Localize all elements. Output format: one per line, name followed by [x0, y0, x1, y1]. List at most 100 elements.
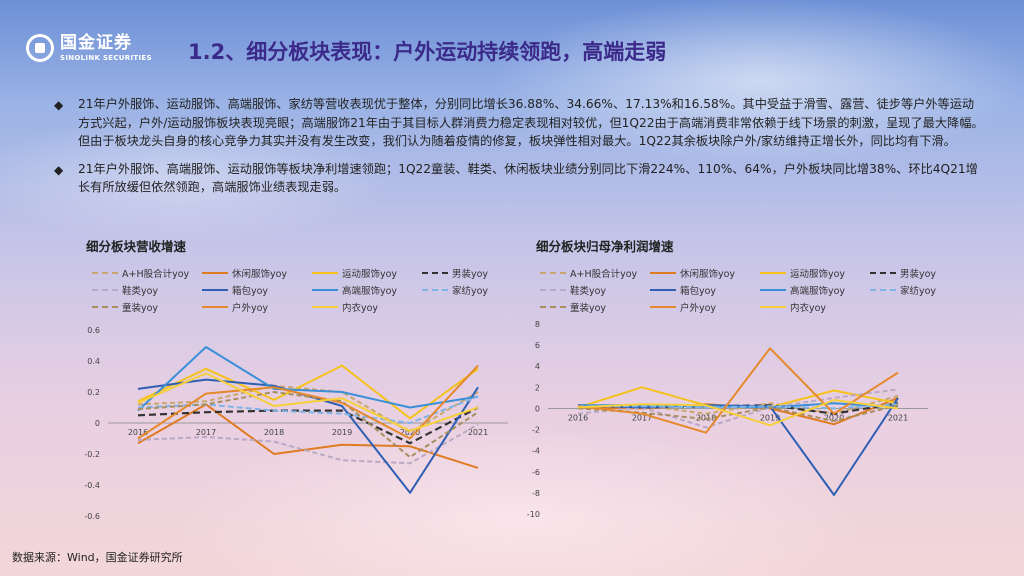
bullet-item: ◆ 21年户外服饰、高端服饰、运动服饰等板块净利增速领跑；1Q22童装、鞋类、休…: [54, 160, 984, 197]
x-tick-label: 2019: [760, 413, 780, 422]
legend-swatch: [650, 272, 676, 274]
series-line: [577, 404, 899, 423]
logo-en-text: SINOLINK SECURITIES: [60, 53, 152, 62]
series-line: [137, 406, 479, 445]
legend-item: 鞋类yoy: [540, 283, 650, 297]
y-tick-label: 0.2: [87, 388, 100, 397]
legend-swatch: [202, 289, 228, 291]
y-tick-label: -0.4: [84, 481, 100, 490]
legend-swatch: [92, 289, 118, 291]
company-logo: 国金证券 SINOLINK SECURITIES: [26, 34, 152, 62]
legend-item: 男装yoy: [422, 266, 532, 280]
y-tick-label: 6: [535, 341, 540, 350]
series-line: [577, 399, 899, 427]
series-line: [137, 346, 479, 412]
legend-swatch: [202, 272, 228, 274]
legend-item: 家纺yoy: [870, 283, 980, 297]
legend-label: 运动服饰yoy: [790, 269, 846, 280]
legend-swatch: [422, 272, 448, 274]
chart-legend-profit: A+H股合计yoy 休闲服饰yoy 运动服饰yoy 男装yoy 鞋类yoy 箱包yoy 高端…: [540, 266, 980, 314]
y-tick-label: 4: [535, 362, 540, 371]
legend-item: 高端服饰yoy: [312, 283, 422, 297]
bullet-list: ◆ 21年户外服饰、运动服饰、高端服饰、家纺等营收表现优于整体，分别同比增长36…: [54, 95, 984, 206]
legend-label: 家纺yoy: [452, 286, 489, 297]
legend-label: 箱包yoy: [232, 286, 269, 297]
series-line: [137, 391, 479, 459]
diamond-bullet-icon: ◆: [54, 162, 64, 177]
legend-item: 内衣yoy: [760, 300, 870, 314]
legend-label: 户外yoy: [680, 303, 717, 314]
legend-item: 休闲服饰yoy: [202, 266, 312, 280]
y-tick-label: -0.2: [84, 450, 100, 459]
y-tick-label: 0: [535, 404, 540, 413]
x-tick-label: 2021: [468, 428, 488, 437]
y-tick-label: -8: [532, 489, 540, 498]
legend-label: 休闲服饰yoy: [680, 269, 736, 280]
legend-item: 鞋类yoy: [92, 283, 202, 297]
legend-swatch: [422, 289, 448, 291]
legend-label: 男装yoy: [452, 269, 489, 280]
legend-swatch: [312, 289, 338, 291]
legend-item: A+H股合计yoy: [540, 266, 650, 280]
logo-cn-text: 国金证券: [60, 32, 132, 53]
x-tick-label: 2019: [332, 428, 352, 437]
y-tick-label: 0.6: [87, 326, 100, 335]
series-line: [137, 364, 479, 420]
legend-label: 男装yoy: [900, 269, 937, 280]
legend-item: 休闲服饰yoy: [650, 266, 760, 280]
y-tick-label: 8: [535, 320, 540, 329]
bullet-text: 21年户外服饰、高端服饰、运动服饰等板块净利增速领跑；1Q22童装、鞋类、休闲板…: [78, 161, 978, 195]
legend-label: 休闲服饰yoy: [232, 269, 288, 280]
x-tick-label: 2018: [696, 413, 716, 422]
y-tick-label: -4: [532, 447, 540, 456]
logo-icon: [26, 34, 54, 62]
chart-title-profit: 细分板块归母净利润增速: [536, 239, 674, 254]
legend-item: 高端服饰yoy: [760, 283, 870, 297]
legend-swatch: [540, 272, 566, 274]
legend-item: 童装yoy: [92, 300, 202, 314]
x-tick-label: 2020: [400, 428, 420, 437]
series-line: [137, 372, 479, 432]
legend-item: 运动服饰yoy: [312, 266, 422, 280]
data-source-note: 数据来源：Wind，国金证券研究所: [12, 551, 183, 564]
y-tick-label: -6: [532, 468, 540, 477]
legend-swatch: [870, 272, 896, 274]
legend-label: A+H股合计yoy: [570, 269, 638, 280]
diamond-bullet-icon: ◆: [54, 98, 64, 112]
series-line: [577, 388, 899, 429]
x-tick-label: 2016: [128, 428, 148, 437]
legend-swatch: [92, 306, 118, 308]
legend-item: 箱包yoy: [650, 283, 760, 297]
legend-label: 鞋类yoy: [122, 286, 159, 297]
x-tick-label: 2017: [632, 413, 652, 422]
legend-label: 运动服饰yoy: [342, 269, 398, 280]
legend-swatch: [760, 289, 786, 291]
legend-swatch: [312, 306, 338, 308]
y-tick-label: 0: [95, 419, 100, 428]
series-line: [577, 394, 899, 415]
page-title: 1.2、细分板块表现：户外运动持续领跑，高端走弱: [188, 40, 667, 64]
legend-label: 高端服饰yoy: [342, 286, 398, 297]
legend-item: 男装yoy: [870, 266, 980, 280]
legend-swatch: [760, 306, 786, 308]
series-line: [137, 403, 479, 469]
series-line: [577, 347, 899, 434]
legend-swatch: [540, 306, 566, 308]
legend-swatch: [650, 306, 676, 308]
legend-label: 内衣yoy: [790, 303, 827, 314]
legend-item: 户外yoy: [650, 300, 760, 314]
legend-swatch: [92, 272, 118, 274]
legend-item: A+H股合计yoy: [92, 266, 202, 280]
legend-label: 童装yoy: [122, 303, 159, 314]
legend-label: 内衣yoy: [342, 303, 379, 314]
legend-swatch: [760, 272, 786, 274]
y-tick-label: -10: [527, 510, 540, 519]
bullet-item: ◆ 21年户外服饰、运动服饰、高端服饰、家纺等营收表现优于整体，分别同比增长36…: [54, 95, 984, 151]
legend-label: 户外yoy: [232, 303, 269, 314]
legend-swatch: [540, 289, 566, 291]
legend-item: 运动服饰yoy: [760, 266, 870, 280]
legend-label: 童装yoy: [570, 303, 607, 314]
revenue-growth-chart: -0.6 -0.4 -0.2 0 0.2 0.4 0.6 2016 2017 2018 2019 20…: [84, 326, 508, 521]
legend-label: A+H股合计yoy: [122, 269, 190, 280]
legend-swatch: [202, 306, 228, 308]
